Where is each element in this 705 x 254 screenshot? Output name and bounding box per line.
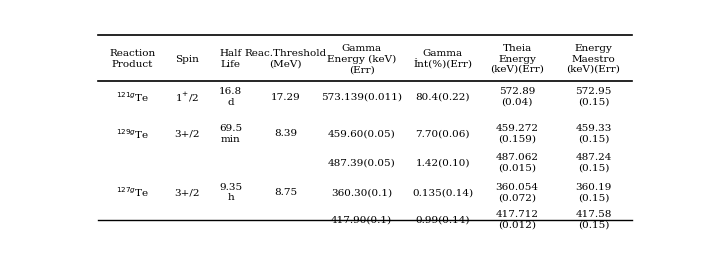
Text: 360.30(0.1): 360.30(0.1) xyxy=(331,187,392,196)
Text: 9.35
h: 9.35 h xyxy=(219,182,243,201)
Text: 360.19
(0.15): 360.19 (0.15) xyxy=(575,182,612,201)
Text: 487.39(0.05): 487.39(0.05) xyxy=(328,158,396,167)
Text: 487.24
(0.15): 487.24 (0.15) xyxy=(575,153,612,172)
Text: 459.33
(0.15): 459.33 (0.15) xyxy=(575,124,612,143)
Text: $^{129g}$Te: $^{129g}$Te xyxy=(116,126,149,140)
Text: 573.139(0.011): 573.139(0.011) xyxy=(321,92,402,101)
Text: Half
Life: Half Life xyxy=(220,49,242,69)
Text: 572.89
(0.04): 572.89 (0.04) xyxy=(499,87,535,106)
Text: Spin: Spin xyxy=(176,54,200,63)
Text: Energy
Maestro
(keV)(Err): Energy Maestro (keV)(Err) xyxy=(567,44,620,74)
Text: 69.5
min: 69.5 min xyxy=(219,124,243,143)
Text: Gamma
İnt(%)(Err): Gamma İnt(%)(Err) xyxy=(413,48,472,69)
Text: 16.8
d: 16.8 d xyxy=(219,87,243,106)
Text: Theia
Energy
(keV)(Err): Theia Energy (keV)(Err) xyxy=(490,44,544,74)
Text: $^{127g}$Te: $^{127g}$Te xyxy=(116,185,149,199)
Text: Reaction
Product: Reaction Product xyxy=(109,49,156,69)
Text: 572.95
(0.15): 572.95 (0.15) xyxy=(575,87,612,106)
Text: 3+/2: 3+/2 xyxy=(175,129,200,138)
Text: 417.90(0.1): 417.90(0.1) xyxy=(331,214,392,223)
Text: 7.70(0.06): 7.70(0.06) xyxy=(415,129,470,138)
Text: 1$^{+}$/2: 1$^{+}$/2 xyxy=(176,90,200,103)
Text: 8.39: 8.39 xyxy=(274,129,297,138)
Text: Reac.Threshold
(MeV): Reac.Threshold (MeV) xyxy=(245,49,326,69)
Text: 17.29: 17.29 xyxy=(271,92,300,101)
Text: 0.135(0.14): 0.135(0.14) xyxy=(412,187,473,196)
Text: 0.99(0.14): 0.99(0.14) xyxy=(415,214,470,223)
Text: 8.75: 8.75 xyxy=(274,187,297,196)
Text: 3+/2: 3+/2 xyxy=(175,187,200,196)
Text: 360.054
(0.072): 360.054 (0.072) xyxy=(496,182,539,201)
Text: 417.712
(0.012): 417.712 (0.012) xyxy=(496,209,539,229)
Text: 487.062
(0.015): 487.062 (0.015) xyxy=(496,153,539,172)
Text: 417.58
(0.15): 417.58 (0.15) xyxy=(575,209,612,229)
Text: 1.42(0.10): 1.42(0.10) xyxy=(415,158,470,167)
Text: 459.60(0.05): 459.60(0.05) xyxy=(328,129,396,138)
Text: $^{121g}$Te: $^{121g}$Te xyxy=(116,90,149,104)
Text: 459.272
(0.159): 459.272 (0.159) xyxy=(496,124,539,143)
Text: Gamma
Energy (keV)
(Err): Gamma Energy (keV) (Err) xyxy=(327,44,396,74)
Text: 80.4(0.22): 80.4(0.22) xyxy=(415,92,470,101)
